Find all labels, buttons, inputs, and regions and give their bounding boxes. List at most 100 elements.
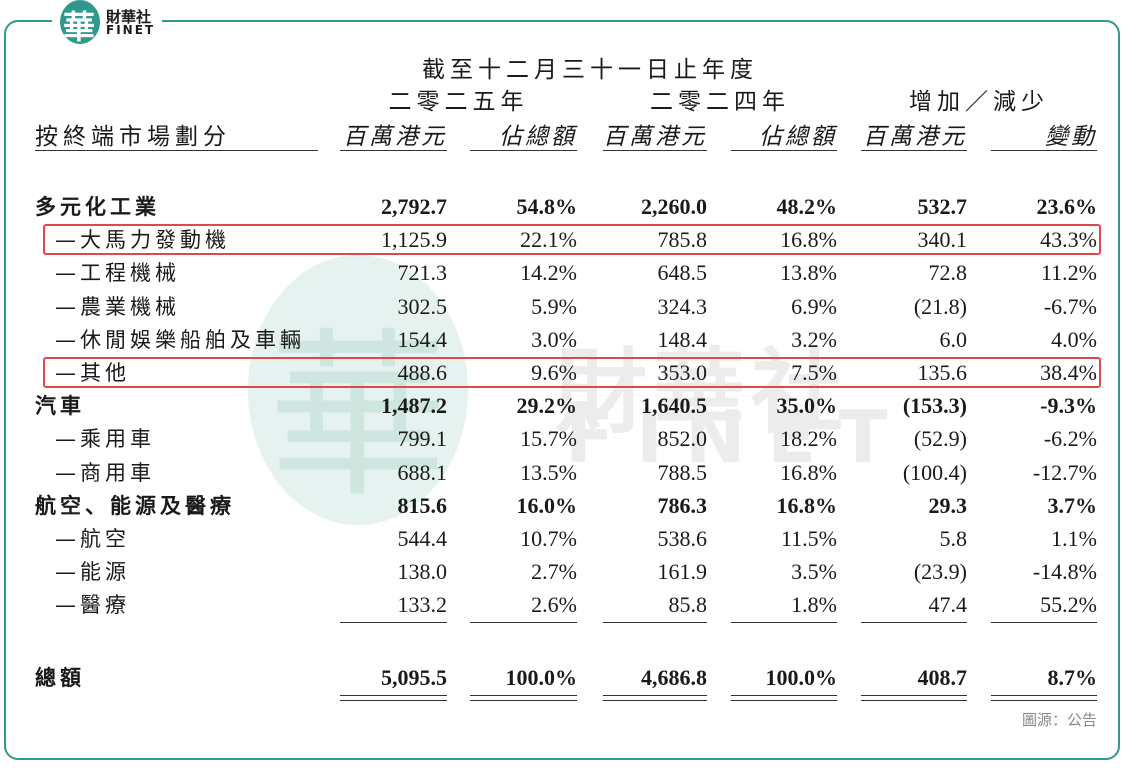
value-cell: 138.0 <box>397 559 448 585</box>
group-header: 增加／減少 <box>909 89 1049 115</box>
value-cell: 1,640.5 <box>641 393 707 419</box>
value-cell: 4,686.8 <box>641 665 707 690</box>
column-header: 百萬港元 <box>603 124 707 150</box>
value-cell: 15.7% <box>520 426 577 452</box>
header-rule <box>470 150 577 151</box>
header-rule <box>731 150 837 151</box>
row-label: —休閒娛樂船舶及車輛 <box>55 327 305 352</box>
row-label: —其他 <box>55 361 130 385</box>
logo-mark: 華 <box>63 8 96 46</box>
value-cell: 35.0% <box>776 393 838 419</box>
value-cell: 11.2% <box>1040 260 1097 286</box>
watermark-mark: 華 <box>268 313 449 522</box>
header-rule <box>340 150 447 151</box>
value-cell: 9.6% <box>531 360 577 385</box>
value-cell: 54.8% <box>516 194 578 219</box>
highlight-box <box>43 224 1101 256</box>
column-header: 佔總額 <box>759 124 837 150</box>
value-cell: 10.7% <box>520 526 577 551</box>
value-cell: 1,125.9 <box>381 227 447 253</box>
value-cell: (23.9) <box>913 559 967 585</box>
header-rule <box>603 150 707 151</box>
value-cell: 11.5% <box>780 526 837 551</box>
value-cell: 5.8 <box>939 526 968 551</box>
value-cell: 788.5 <box>657 459 708 485</box>
value-cell: 16.8% <box>780 227 837 253</box>
watermark-sub: FINET <box>565 395 910 479</box>
value-cell: 14.2% <box>520 260 577 286</box>
value-cell: 161.9 <box>657 559 708 585</box>
total-rule <box>340 695 447 696</box>
value-cell: 2,792.7 <box>381 194 447 219</box>
value-cell: 1.1% <box>1051 526 1097 551</box>
value-cell: 799.1 <box>397 426 448 452</box>
value-cell: 18.2% <box>780 426 837 452</box>
logo-circle <box>60 0 100 44</box>
label-header: 按終端市場劃分 <box>35 124 231 150</box>
value-cell: 8.7% <box>1047 665 1098 690</box>
column-header: 佔總額 <box>499 124 577 150</box>
value-cell: 72.8 <box>928 260 968 286</box>
row-label: —農業機械 <box>55 294 180 319</box>
value-cell: 302.5 <box>397 293 448 319</box>
subtotal-rule <box>991 622 1097 623</box>
value-cell: 22.1% <box>520 227 577 253</box>
logo-name: 財華社 <box>106 8 152 26</box>
value-cell: (100.4) <box>902 459 967 485</box>
column-header: 百萬港元 <box>863 124 967 150</box>
value-cell: -6.7% <box>1043 293 1097 319</box>
value-cell: 3.5% <box>791 559 837 585</box>
value-cell: 23.6% <box>1036 194 1098 219</box>
value-cell: 43.3% <box>1040 227 1097 253</box>
frame <box>4 20 1120 760</box>
row-label: —航空 <box>55 527 130 551</box>
total-rule <box>861 700 967 701</box>
value-cell: 154.4 <box>397 326 448 352</box>
value-cell: 5.9% <box>531 293 577 319</box>
row-label: —工程機械 <box>55 261 180 286</box>
total-rule <box>603 700 707 701</box>
value-cell: 55.2% <box>1040 592 1097 618</box>
value-cell: 16.8% <box>780 459 837 485</box>
value-cell: 538.6 <box>657 526 708 551</box>
total-rule <box>731 700 837 701</box>
value-cell: 785.8 <box>657 227 708 253</box>
row-label: —能源 <box>55 560 130 585</box>
group-header: 二零二五年 <box>388 89 529 115</box>
total-rule <box>340 700 447 701</box>
value-cell: 13.5% <box>520 459 577 485</box>
group-header: 二零二四年 <box>650 89 790 115</box>
row-label: 總額 <box>35 666 85 690</box>
header-rule <box>35 150 318 151</box>
value-cell: 2.6% <box>531 592 577 618</box>
value-cell: 786.3 <box>657 492 708 518</box>
total-rule <box>991 700 1097 701</box>
value-cell: (153.3) <box>902 393 967 419</box>
subtotal-rule <box>470 622 577 623</box>
value-cell: 1.8% <box>791 592 837 618</box>
watermark-name: 財華社 <box>555 339 850 446</box>
total-rule <box>470 695 577 696</box>
value-cell: 7.5% <box>791 360 837 385</box>
value-cell: 133.2 <box>397 592 448 618</box>
value-cell: 100.0% <box>505 665 578 690</box>
value-cell: 3.0% <box>531 326 577 352</box>
value-cell: -9.3% <box>1040 393 1097 419</box>
column-header: 變動 <box>1045 124 1097 150</box>
value-cell: 340.1 <box>917 227 968 253</box>
total-rule <box>861 695 967 696</box>
column-header: 百萬港元 <box>343 124 447 150</box>
value-cell: 29.3 <box>928 492 968 518</box>
value-cell: 4.0% <box>1051 326 1097 352</box>
value-cell: 6.0 <box>939 326 968 352</box>
highlight-box <box>43 357 1101 388</box>
value-cell: -14.8% <box>1032 559 1097 585</box>
value-cell: 1,487.2 <box>381 393 447 419</box>
value-cell: -12.7% <box>1032 459 1097 485</box>
row-label: 汽車 <box>35 394 85 419</box>
value-cell: 29.2% <box>516 393 578 419</box>
row-label: —大馬力發動機 <box>55 228 230 253</box>
subtotal-rule <box>861 622 967 623</box>
value-cell: 324.3 <box>657 293 708 319</box>
subtotal-rule <box>340 622 447 623</box>
